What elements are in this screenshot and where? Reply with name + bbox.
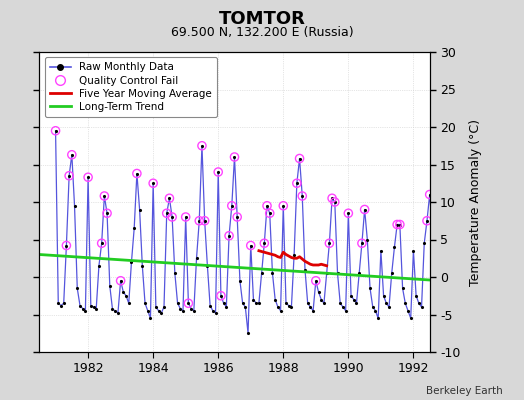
Point <box>181 214 190 220</box>
Point <box>296 155 304 162</box>
Point <box>358 240 366 246</box>
Point <box>279 202 288 209</box>
Point <box>230 154 238 160</box>
Y-axis label: Temperature Anomaly (°C): Temperature Anomaly (°C) <box>469 118 482 286</box>
Point <box>68 152 76 158</box>
Point <box>225 232 233 239</box>
Text: TOMTOR: TOMTOR <box>219 10 305 28</box>
Point <box>260 240 268 246</box>
Legend: Raw Monthly Data, Quality Control Fail, Five Year Moving Average, Long-Term Tren: Raw Monthly Data, Quality Control Fail, … <box>45 57 217 117</box>
Point <box>201 218 209 224</box>
Point <box>423 218 431 224</box>
Point <box>149 180 157 186</box>
Point <box>162 210 171 216</box>
Point <box>266 210 274 216</box>
Point <box>263 202 271 209</box>
Point <box>51 128 60 134</box>
Point <box>344 210 353 216</box>
Text: 69.500 N, 132.200 E (Russia): 69.500 N, 132.200 E (Russia) <box>171 26 353 39</box>
Point <box>293 180 301 186</box>
Point <box>393 221 401 228</box>
Point <box>65 172 73 179</box>
Point <box>100 193 108 199</box>
Point <box>217 292 225 299</box>
Point <box>165 195 173 202</box>
Point <box>198 142 206 149</box>
Point <box>247 242 255 249</box>
Point <box>168 214 176 220</box>
Point <box>133 170 141 177</box>
Point <box>396 221 404 228</box>
Point <box>298 193 307 199</box>
Point <box>62 242 71 249</box>
Point <box>331 199 339 205</box>
Point <box>425 191 434 198</box>
Point <box>195 218 203 224</box>
Point <box>214 169 222 175</box>
Point <box>233 214 242 220</box>
Point <box>227 202 236 209</box>
Point <box>103 210 111 216</box>
Point <box>84 174 92 180</box>
Point <box>325 240 334 246</box>
Point <box>116 278 125 284</box>
Text: Berkeley Earth: Berkeley Earth <box>427 386 503 396</box>
Point <box>184 300 193 306</box>
Point <box>361 206 369 213</box>
Point <box>97 240 106 246</box>
Point <box>328 195 336 202</box>
Point <box>312 278 320 284</box>
